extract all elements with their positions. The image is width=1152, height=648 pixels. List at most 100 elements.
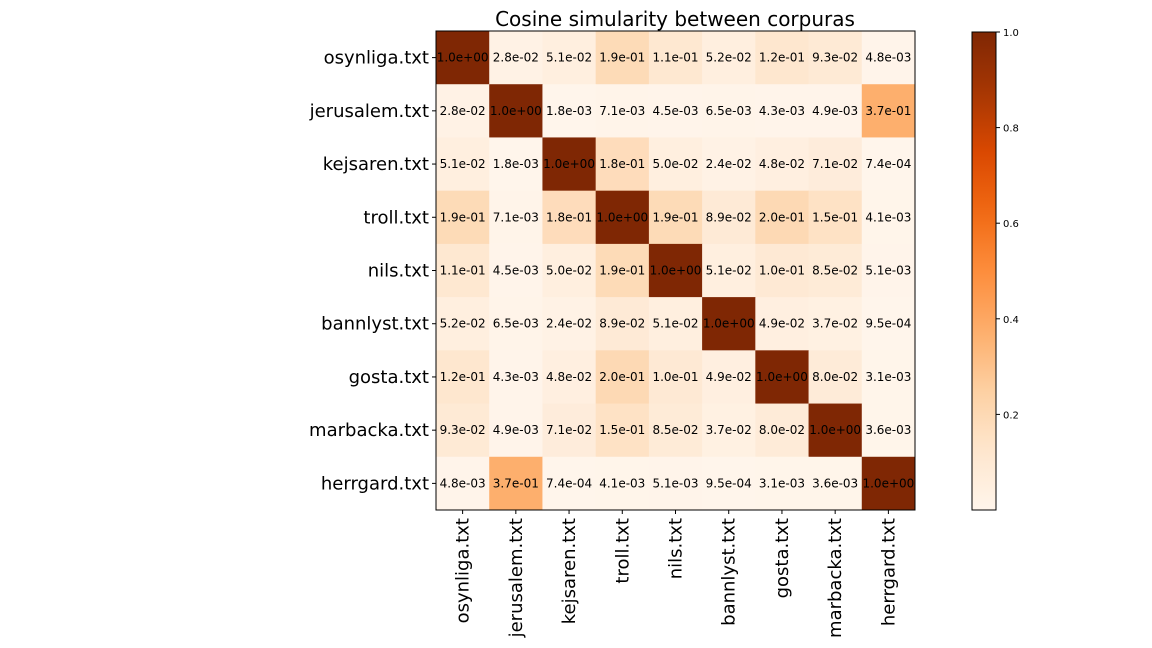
heatmap-cell [489, 350, 543, 405]
heatmap-cell [436, 456, 490, 511]
colorbar-tick-label: 0.2 [1003, 410, 1019, 421]
heatmap-cell [755, 137, 810, 192]
heatmap-cell [595, 31, 650, 85]
heatmap-cell [861, 190, 916, 245]
heatmap-cell [489, 31, 543, 85]
cell-value-label: 1.9e-01 [599, 264, 645, 278]
cell-value-label: 2.4e-02 [706, 157, 752, 171]
heatmap-cell [808, 456, 863, 511]
heatmap-cell [808, 31, 863, 85]
cell-value-label: 2.8e-02 [493, 51, 539, 65]
cell-value-label: 5.1e-03 [652, 476, 698, 490]
cell-value-label: 1.0e+00 [437, 51, 489, 65]
cell-value-label: 6.5e-03 [493, 317, 539, 331]
cell-value-label: 8.5e-02 [812, 264, 858, 278]
cell-value-label: 1.8e-03 [493, 157, 539, 171]
cell-value-label: 6.5e-03 [706, 104, 752, 118]
cell-value-label: 1.0e+00 [596, 210, 648, 224]
heatmap-cell [436, 297, 490, 351]
cell-value-label: 4.9e-02 [706, 370, 752, 384]
y-tick-label: herrgard.txt [321, 473, 429, 494]
heatmap-cell [648, 297, 703, 351]
cell-value-label: 9.5e-04 [706, 476, 752, 490]
heatmap-cell [542, 456, 597, 511]
heatmap-cell [436, 350, 490, 405]
cell-value-label: 1.0e+00 [490, 104, 542, 118]
cell-value-label: 8.9e-02 [706, 210, 752, 224]
cell-value-label: 2.8e-02 [440, 104, 486, 118]
heatmap-cell [489, 297, 543, 351]
heatmap-cell-labels: 1.0e+00 2.8e-02 5.1e-02 1.9e-01 1.1e-01 5.2e-… [437, 51, 915, 491]
heatmap-cell [755, 84, 810, 138]
heatmap-cell [702, 137, 756, 192]
cell-value-label: 8.0e-02 [759, 423, 805, 437]
cell-value-label: 5.2e-02 [440, 317, 486, 331]
x-tick-label: nils.txt [666, 518, 687, 579]
heatmap-cell [702, 403, 756, 458]
heatmap-cell [436, 31, 490, 85]
cell-value-label: 4.1e-03 [599, 476, 645, 490]
heatmap-cell [489, 243, 543, 298]
colorbar-tick-label: 0.4 [1003, 315, 1019, 326]
cell-value-label: 5.2e-02 [706, 51, 752, 65]
heatmap-cell [595, 456, 650, 511]
heatmap-cell [648, 84, 703, 138]
heatmap-cell [648, 403, 703, 458]
y-tick-label: jerusalem.txt [309, 101, 429, 122]
cell-value-label: 8.5e-02 [652, 423, 698, 437]
x-tick-label: bannlyst.txt [719, 518, 740, 626]
cell-value-label: 5.1e-02 [706, 264, 752, 278]
cell-value-label: 9.5e-04 [865, 317, 911, 331]
cell-value-label: 5.1e-02 [546, 51, 592, 65]
cell-value-label: 1.2e-01 [440, 370, 486, 384]
cell-value-label: 7.1e-02 [812, 157, 858, 171]
cell-value-label: 1.0e+00 [862, 476, 914, 490]
heatmap-cell [808, 243, 863, 298]
cell-value-label: 4.8e-03 [440, 476, 486, 490]
heatmap-cell [648, 31, 703, 85]
heatmap-cell [489, 403, 543, 458]
heatmap-cell [542, 31, 597, 85]
heatmap-cell [542, 350, 597, 405]
cell-value-label: 4.9e-03 [812, 104, 858, 118]
cell-value-label: 1.9e-01 [599, 51, 645, 65]
cell-value-label: 1.0e+00 [756, 370, 808, 384]
heatmap-cell [489, 456, 543, 511]
colorbar-ticks: 0.2 0.4 0.6 0.8 1.0 [996, 28, 1019, 421]
x-tick-label: osynliga.txt [453, 518, 474, 623]
heatmap-cell [808, 137, 863, 192]
cell-value-label: 1.0e+00 [809, 423, 861, 437]
y-tick-label: troll.txt [363, 207, 429, 228]
heatmap-cell [755, 403, 810, 458]
x-tick-label: troll.txt [612, 518, 633, 584]
heatmap-cell [755, 190, 810, 245]
y-axis: osynliga.txt jerusalem.txt kejsaren.txt tro… [309, 48, 436, 494]
heatmap-cell [542, 137, 597, 192]
heatmap-cell [861, 350, 916, 405]
cell-value-label: 7.1e-03 [599, 104, 645, 118]
cell-value-label: 1.5e-01 [812, 210, 858, 224]
cell-value-label: 8.0e-02 [812, 370, 858, 384]
heatmap-cell [595, 84, 650, 138]
cell-value-label: 3.6e-03 [812, 476, 858, 490]
heatmap-cell [861, 403, 916, 458]
heatmap-cell [489, 137, 543, 192]
cell-value-label: 1.0e+00 [650, 264, 702, 278]
heatmap-cell [542, 403, 597, 458]
cell-value-label: 2.4e-02 [546, 317, 592, 331]
cell-value-label: 1.0e-01 [759, 264, 805, 278]
x-tick-label: jerusalem.txt [506, 518, 527, 638]
colorbar-tick-label: 0.8 [1003, 124, 1019, 135]
heatmap-cell [436, 243, 490, 298]
cell-value-label: 4.5e-03 [493, 264, 539, 278]
x-axis: osynliga.txt jerusalem.txt kejsaren.txt tro… [453, 510, 899, 638]
heatmap-cell [436, 84, 490, 138]
heatmap-cell [648, 137, 703, 192]
heatmap-cell [808, 84, 863, 138]
x-tick-label: marbacka.txt [825, 518, 846, 638]
cell-value-label: 1.9e-01 [440, 210, 486, 224]
heatmap-cell [648, 456, 703, 511]
cell-value-label: 4.8e-02 [759, 157, 805, 171]
colorbar-gradient [972, 32, 996, 510]
